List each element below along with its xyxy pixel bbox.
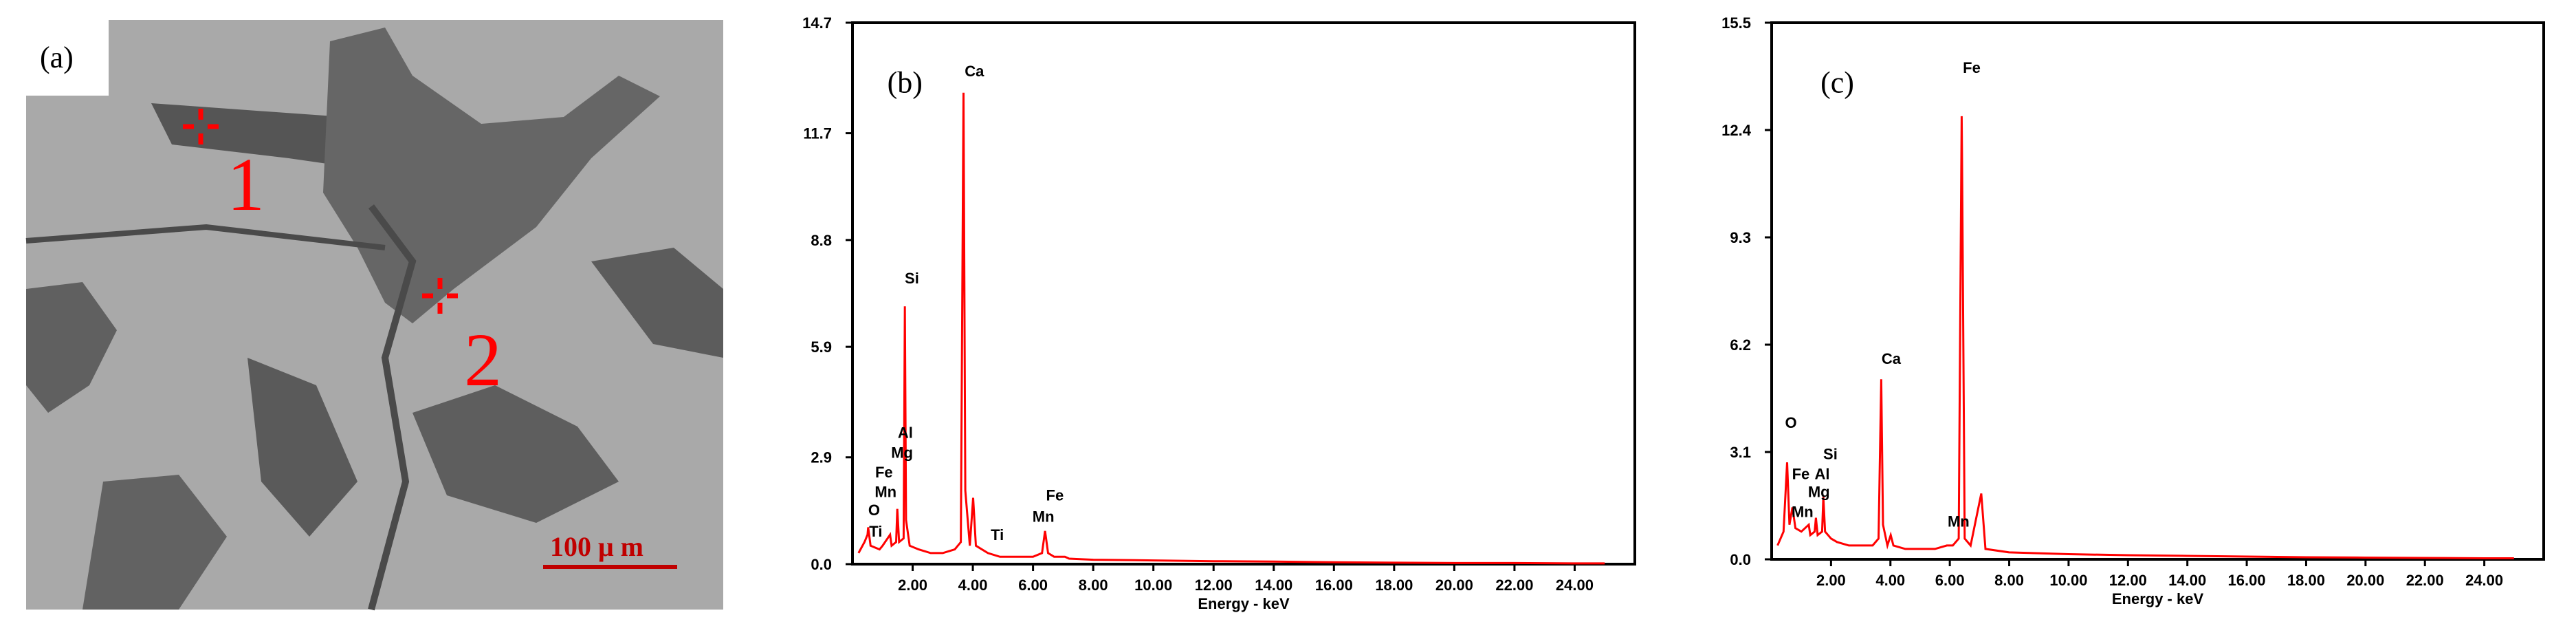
panel-label: (c) (1820, 66, 1854, 100)
y-tick-label: 0.0 (811, 556, 832, 573)
x-tick-label: 14.00 (1255, 577, 1292, 594)
peak-label: Ti (991, 526, 1004, 543)
peak-label: O (1785, 414, 1797, 431)
peak-label: Fe (1963, 59, 1981, 76)
peak-label: Si (905, 270, 919, 287)
panel-label: (b) (888, 66, 923, 100)
y-tick-label: 11.7 (803, 125, 832, 142)
x-tick-label: 6.00 (1935, 572, 1965, 589)
x-tick-label: 2.00 (1816, 572, 1846, 589)
x-tick-label: 10.00 (1134, 577, 1172, 594)
y-tick-label: 14.7 (802, 14, 832, 32)
peak-label: Si (1823, 446, 1838, 463)
x-tick-label: 4.00 (958, 577, 988, 594)
panel-label: (a) (40, 41, 74, 74)
sem-boundary (368, 204, 417, 611)
marker-2 (422, 278, 458, 314)
peak-label: Al (1815, 465, 1830, 482)
x-tick-label: 20.00 (1435, 577, 1473, 594)
x-tick-label: 24.00 (1556, 577, 1594, 594)
sem-phase (82, 475, 227, 610)
peak-label: Ti (869, 523, 882, 540)
peak-label: Mg (1808, 484, 1830, 501)
sem-phase (247, 358, 357, 537)
plot-frame (851, 21, 1636, 566)
x-tick-label: 12.00 (1195, 577, 1233, 594)
y-tick-label: 6.2 (1730, 336, 1751, 354)
x-tick-label: 4.00 (1875, 572, 1905, 589)
peak-label: Mn (874, 484, 896, 501)
peak-label: Mg (891, 444, 913, 461)
y-tick-label: 8.8 (811, 232, 832, 249)
x-tick-label: 18.00 (1375, 577, 1413, 594)
x-tick-label: 8.00 (1079, 577, 1108, 594)
peak-label: Fe (1792, 465, 1810, 482)
sem-phase (26, 282, 117, 413)
y-tick-label: 12.4 (1721, 122, 1752, 139)
peak-label: Mn (1948, 513, 1970, 530)
y-tick-label: 0.0 (1730, 551, 1751, 568)
peak-label: Fe (875, 464, 893, 481)
x-tick-label: 22.00 (1495, 577, 1533, 594)
x-tick-label: 10.00 (2049, 572, 2087, 589)
x-tick-label: 12.00 (2109, 572, 2147, 589)
x-tick-label: 16.00 (2228, 572, 2266, 589)
x-tick-label: 14.00 (2168, 572, 2206, 589)
peak-label: Fe (1046, 486, 1064, 504)
peak-label: Ca (1882, 350, 1902, 367)
x-tick-label: 6.00 (1018, 577, 1048, 594)
y-tick-label: 9.3 (1730, 229, 1751, 246)
y-tick-label: 15.5 (1721, 14, 1751, 32)
peak-label: Mn (1792, 503, 1814, 520)
sem-phase (591, 248, 723, 358)
x-tick-label: 18.00 (2287, 572, 2325, 589)
x-tick-label: 22.00 (2406, 572, 2444, 589)
y-tick-label: 2.9 (811, 449, 832, 466)
peak-label: Ca (965, 63, 984, 80)
x-tick-label: 24.00 (2465, 572, 2503, 589)
peak-label: Mn (1033, 508, 1055, 525)
sem-image: (a) 1 2 100 μ m (25, 20, 723, 611)
spectrum-line (857, 92, 1605, 565)
x-tick-label: 8.00 (1994, 572, 2024, 589)
sem-phase (412, 385, 619, 523)
sem-boundary (25, 224, 386, 250)
peak-label: Al (898, 424, 913, 442)
marker-label: 1 (227, 142, 265, 226)
x-axis-label: Energy - keV (2112, 590, 2204, 607)
x-axis-label: Energy - keV (1198, 595, 1290, 612)
x-tick-label: 16.00 (1315, 577, 1353, 594)
x-tick-label: 2.00 (898, 577, 927, 594)
marker-label: 2 (464, 318, 502, 402)
plot-frame (1770, 21, 2545, 561)
marker-1 (183, 109, 219, 144)
x-tick-label: 20.00 (2346, 572, 2384, 589)
peak-label: O (868, 502, 880, 519)
sem-phase (151, 103, 440, 206)
label-box (26, 20, 109, 96)
y-tick-label: 3.1 (1730, 444, 1751, 461)
spectrum-line (1776, 116, 2514, 559)
y-tick-label: 5.9 (811, 338, 832, 356)
scale-bar-label: 100 μ m (550, 531, 643, 562)
